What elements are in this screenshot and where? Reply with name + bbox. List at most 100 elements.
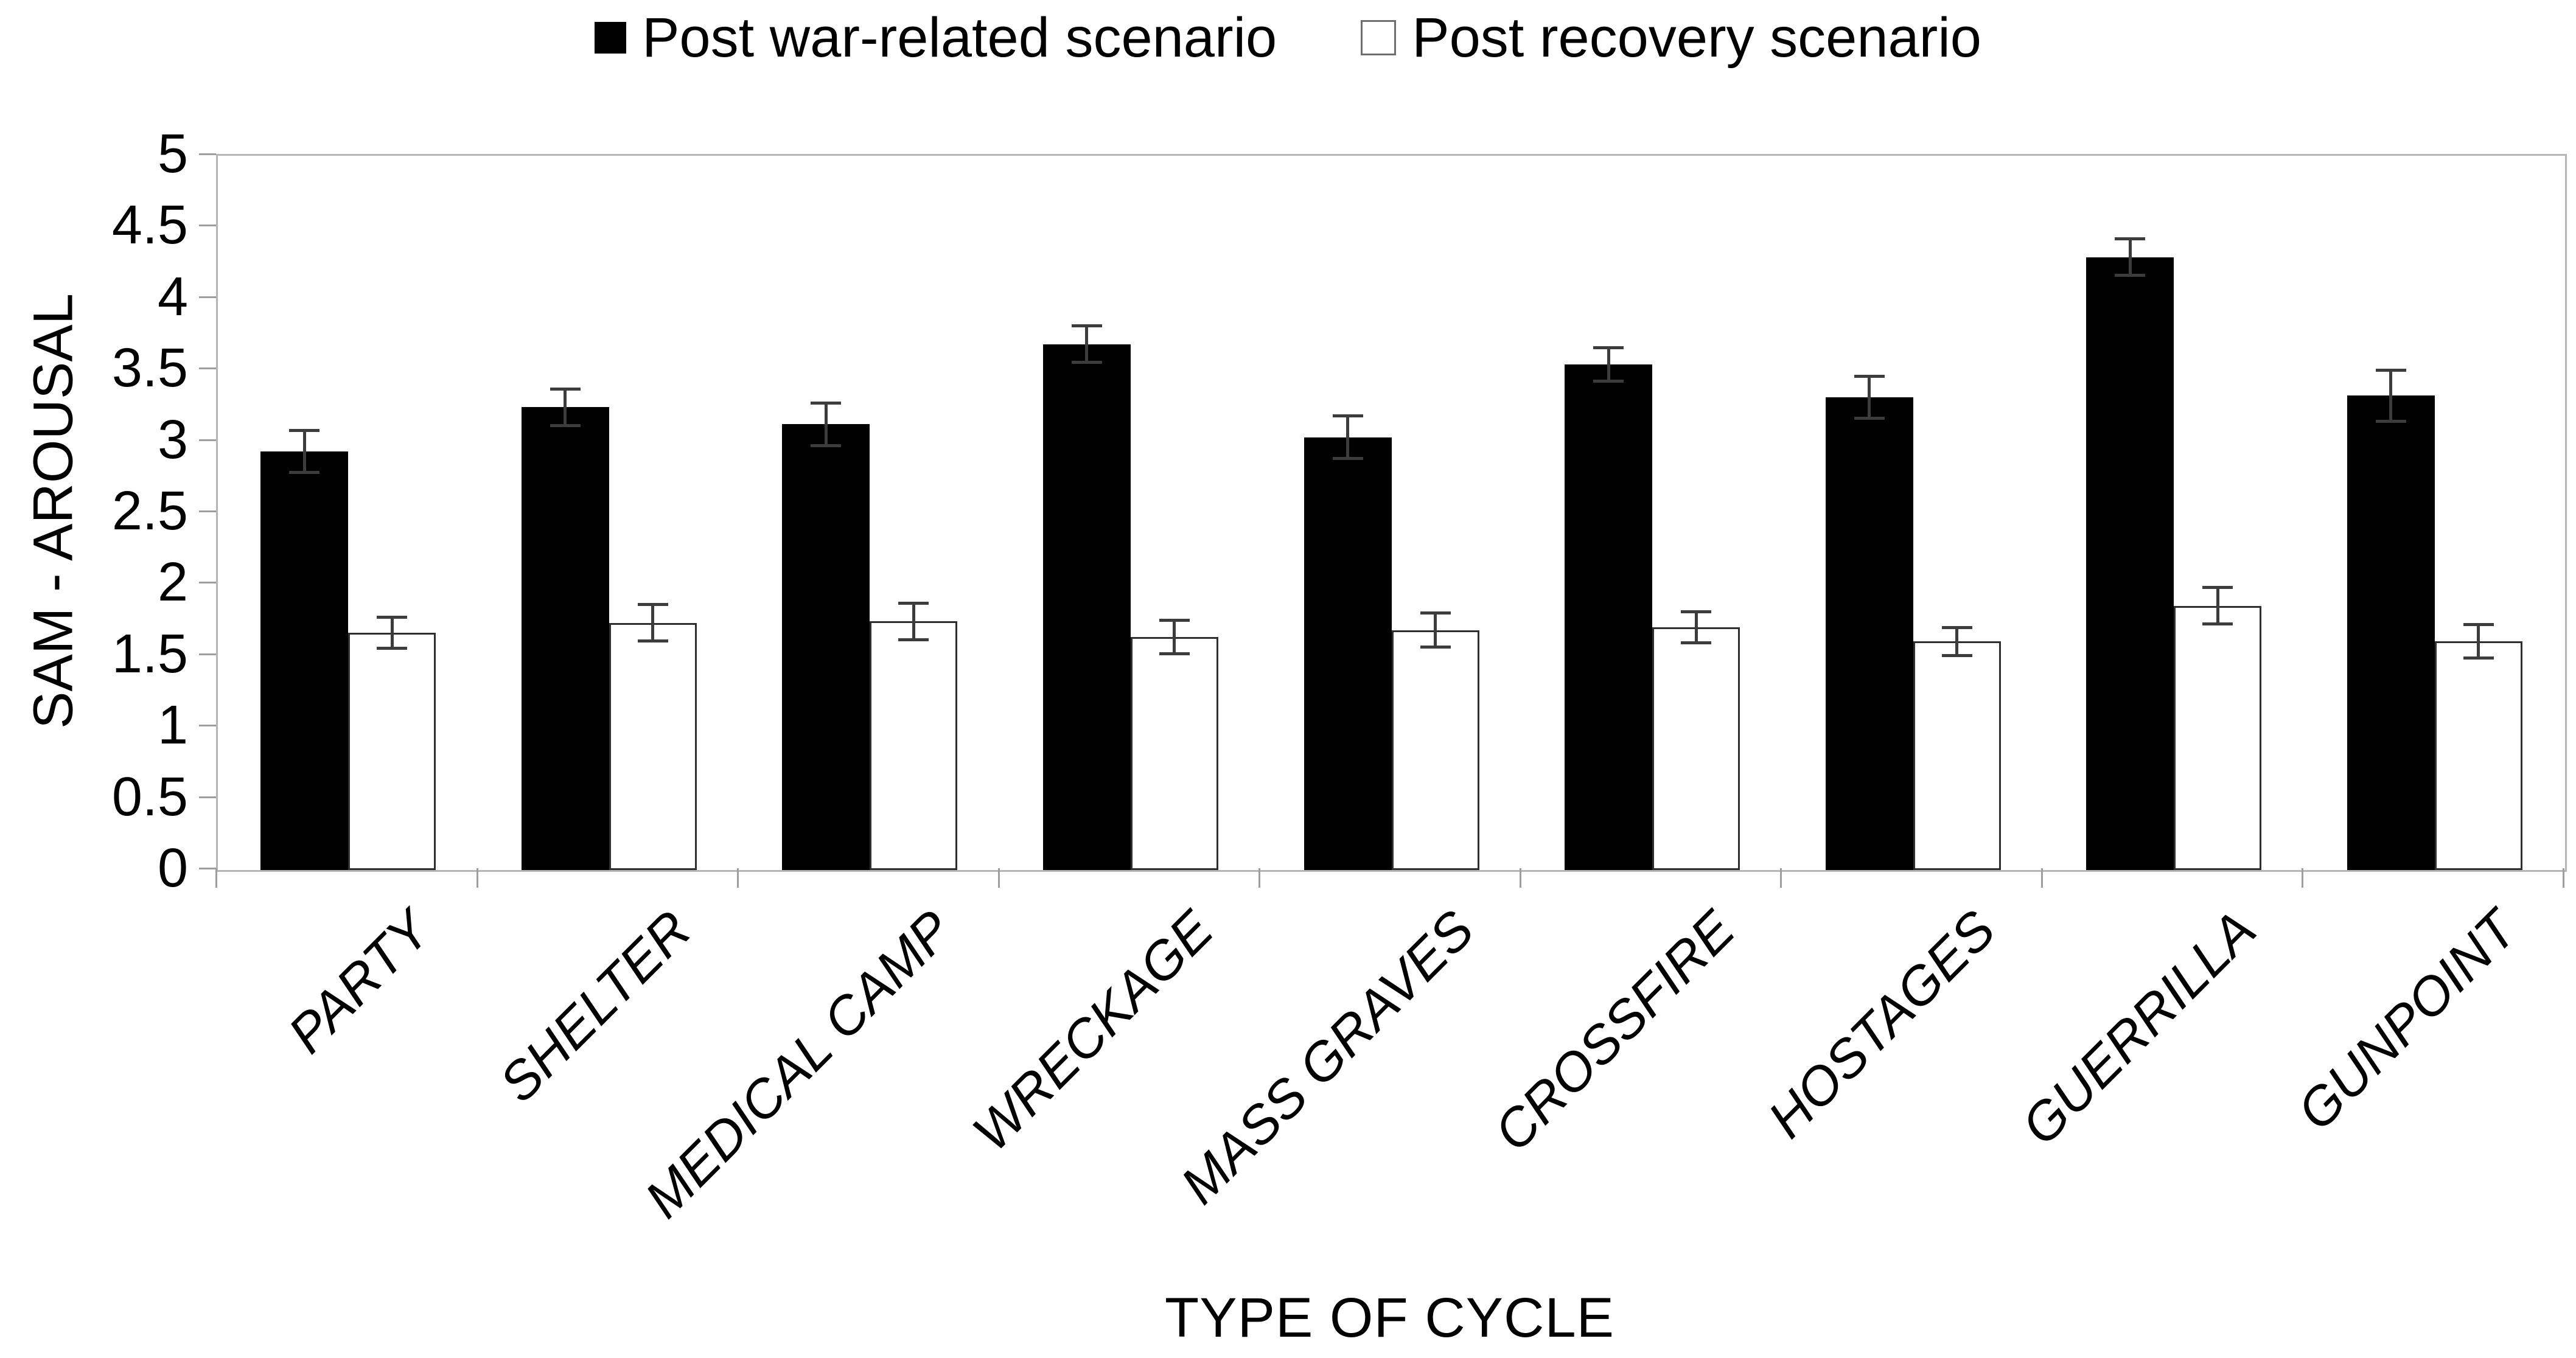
error-bar-cap-bottom — [1332, 456, 1363, 460]
x-axis-boundary-tick — [997, 868, 1000, 888]
error-bar-cap-top — [1159, 619, 1190, 622]
error-bar-whisker — [1607, 347, 1610, 381]
y-axis-tick — [199, 653, 216, 655]
bar-war-crossfire — [1565, 364, 1653, 870]
error-bar-cap-bottom — [289, 471, 320, 475]
x-axis-label-gunpoint: GUNPOINT — [2285, 899, 2529, 1142]
error-bar-whisker — [390, 617, 394, 649]
error-bar-cap-bottom — [1159, 652, 1190, 656]
legend-swatch-filled-icon — [595, 22, 627, 54]
bar-recovery-gunpoint — [2434, 641, 2522, 870]
y-axis-tick-label: 1 — [157, 695, 188, 756]
legend-item-war: Post war-related scenario — [595, 9, 1277, 68]
x-axis-boundary-tick — [2040, 868, 2043, 888]
bar-war-mass-graves — [1304, 437, 1392, 870]
error-bar-cap-top — [1854, 374, 1885, 378]
y-axis-tick — [199, 725, 216, 727]
error-bar-cap-top — [550, 387, 581, 391]
bar-war-guerrilla — [2086, 257, 2174, 870]
y-axis-tick-label: 3.5 — [111, 338, 188, 399]
error-bar-cap-bottom — [1420, 645, 1451, 649]
error-bar-cap-top — [1332, 414, 1363, 418]
bar-recovery-hostages — [1913, 641, 2001, 870]
x-axis-label-wreckage: WRECKAGE — [960, 899, 1224, 1163]
error-bar-whisker — [1085, 326, 1089, 363]
error-bar-cap-top — [811, 402, 842, 405]
error-bar-whisker — [2389, 370, 2393, 422]
error-bar-cap-top — [2375, 369, 2406, 372]
y-axis-tick — [199, 582, 216, 584]
error-bar-cap-top — [1420, 611, 1451, 615]
legend-item-recovery: Post recovery scenario — [1361, 9, 1981, 68]
error-bar-cap-top — [2115, 237, 2146, 241]
error-bar-cap-bottom — [1681, 641, 1712, 644]
x-axis-label-shelter: SHELTER — [488, 899, 703, 1113]
y-axis-tick — [199, 367, 216, 370]
y-axis-tick — [199, 868, 216, 869]
x-axis-label-party: PARTY — [276, 899, 442, 1065]
x-axis-boundary-tick — [215, 868, 217, 888]
error-bar-cap-bottom — [2463, 656, 2494, 660]
y-axis-tick-label: 2 — [157, 552, 188, 613]
error-bar-cap-top — [1681, 610, 1712, 613]
error-bar-whisker — [302, 430, 306, 473]
error-bar-cap-bottom — [898, 638, 929, 641]
x-axis-title: TYPE OF CYCLE — [1165, 1287, 1614, 1349]
bar-war-wreckage — [1042, 344, 1131, 870]
y-axis-tick — [199, 225, 216, 227]
error-bar-whisker — [912, 602, 915, 640]
x-axis-boundary-tick — [737, 868, 739, 888]
error-bar-cap-top — [898, 601, 929, 605]
error-bar-cap-top — [2463, 623, 2494, 627]
error-bar-cap-top — [289, 428, 320, 432]
error-bar-whisker — [1434, 613, 1437, 647]
bar-recovery-mass-graves — [1391, 630, 1479, 870]
y-axis-tick — [199, 439, 216, 441]
y-axis-tick-label: 0 — [157, 838, 188, 899]
bar-recovery-medical-camp — [870, 621, 958, 870]
error-bar-cap-bottom — [1593, 379, 1624, 383]
error-bar-whisker — [564, 388, 567, 426]
y-axis-tick — [199, 796, 216, 798]
error-bar-whisker — [2128, 239, 2132, 276]
x-axis-boundary-tick — [1258, 868, 1261, 888]
error-bar-cap-top — [1071, 324, 1102, 328]
error-bar-cap-top — [1593, 346, 1624, 349]
bar-recovery-party — [348, 633, 436, 870]
error-bar-whisker — [1173, 620, 1176, 655]
error-bar-whisker — [651, 604, 655, 642]
x-axis-label-crossfire: CROSSFIRE — [1482, 899, 1746, 1163]
x-axis-boundary-tick — [476, 868, 478, 888]
error-bar-cap-top — [637, 603, 668, 607]
x-axis-boundary-tick — [1519, 868, 1521, 888]
error-bar-cap-top — [1941, 625, 1972, 629]
y-axis-tick — [199, 153, 216, 155]
error-bar-cap-bottom — [550, 423, 581, 427]
error-bar-cap-bottom — [1071, 361, 1102, 364]
legend-label-recovery: Post recovery scenario — [1412, 7, 1981, 69]
error-bar-whisker — [1694, 611, 1698, 643]
y-axis-tick-label: 4 — [157, 266, 188, 327]
error-bar-cap-top — [2202, 586, 2233, 590]
x-axis-label-hostages: HOSTAGES — [1756, 899, 2007, 1149]
y-axis-tick-label: 4.5 — [111, 195, 188, 256]
error-bar-cap-bottom — [2202, 622, 2233, 626]
bar-war-party — [260, 451, 349, 870]
y-axis-tick-label: 2.5 — [111, 481, 188, 541]
bar-recovery-crossfire — [1652, 627, 1740, 870]
error-bar-cap-bottom — [2115, 274, 2146, 277]
y-axis-tick-label: 0.5 — [111, 766, 188, 827]
y-axis-tick — [199, 296, 216, 298]
y-axis-title: SAM - AROUSAL — [22, 293, 85, 729]
x-axis-label-guerrilla: GUERRILLA — [2010, 899, 2267, 1157]
bar-recovery-guerrilla — [2174, 605, 2262, 870]
error-bar-cap-bottom — [1854, 417, 1885, 420]
error-bar-cap-bottom — [637, 639, 668, 643]
y-axis-tick-label: 1.5 — [111, 623, 188, 684]
x-axis-boundary-tick — [1780, 868, 1782, 888]
bar-war-medical-camp — [782, 424, 870, 870]
error-bar-whisker — [824, 403, 828, 446]
error-bar-cap-top — [377, 616, 408, 619]
plot-area — [216, 154, 2567, 872]
error-bar-whisker — [1346, 416, 1349, 459]
